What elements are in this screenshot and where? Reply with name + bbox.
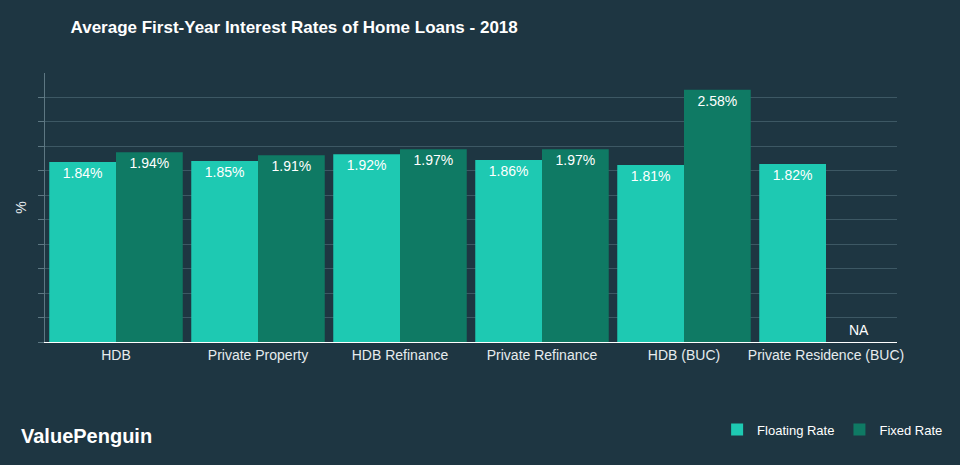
svg-text:2.58%: 2.58%: [698, 93, 738, 109]
svg-text:ValuePenguin: ValuePenguin: [21, 425, 152, 447]
svg-text:Private Refinance: Private Refinance: [487, 347, 598, 363]
svg-text:1.91%: 1.91%: [272, 158, 312, 174]
svg-text:1.97%: 1.97%: [414, 152, 454, 168]
svg-text:Floating Rate: Floating Rate: [757, 423, 834, 438]
svg-text:HDB: HDB: [101, 347, 131, 363]
svg-text:HDB Refinance: HDB Refinance: [352, 347, 449, 363]
svg-text:1.94%: 1.94%: [130, 155, 170, 171]
svg-text:1.85%: 1.85%: [205, 164, 245, 180]
svg-text:%: %: [13, 201, 29, 213]
svg-text:1.81%: 1.81%: [631, 168, 671, 184]
svg-text:1.82%: 1.82%: [773, 167, 813, 183]
svg-text:Private Property: Private Property: [208, 347, 308, 363]
svg-text:NA: NA: [849, 322, 869, 338]
svg-text:1.86%: 1.86%: [489, 163, 529, 179]
svg-text:Private Residence (BUC): Private Residence (BUC): [748, 347, 904, 363]
svg-text:HDB (BUC): HDB (BUC): [648, 347, 720, 363]
svg-text:1.84%: 1.84%: [63, 165, 103, 181]
svg-text:Fixed Rate: Fixed Rate: [879, 423, 942, 438]
svg-text:1.92%: 1.92%: [347, 157, 387, 173]
svg-text:Average First-Year Interest Ra: Average First-Year Interest Rates of Hom…: [71, 18, 518, 37]
svg-text:1.97%: 1.97%: [556, 152, 596, 168]
